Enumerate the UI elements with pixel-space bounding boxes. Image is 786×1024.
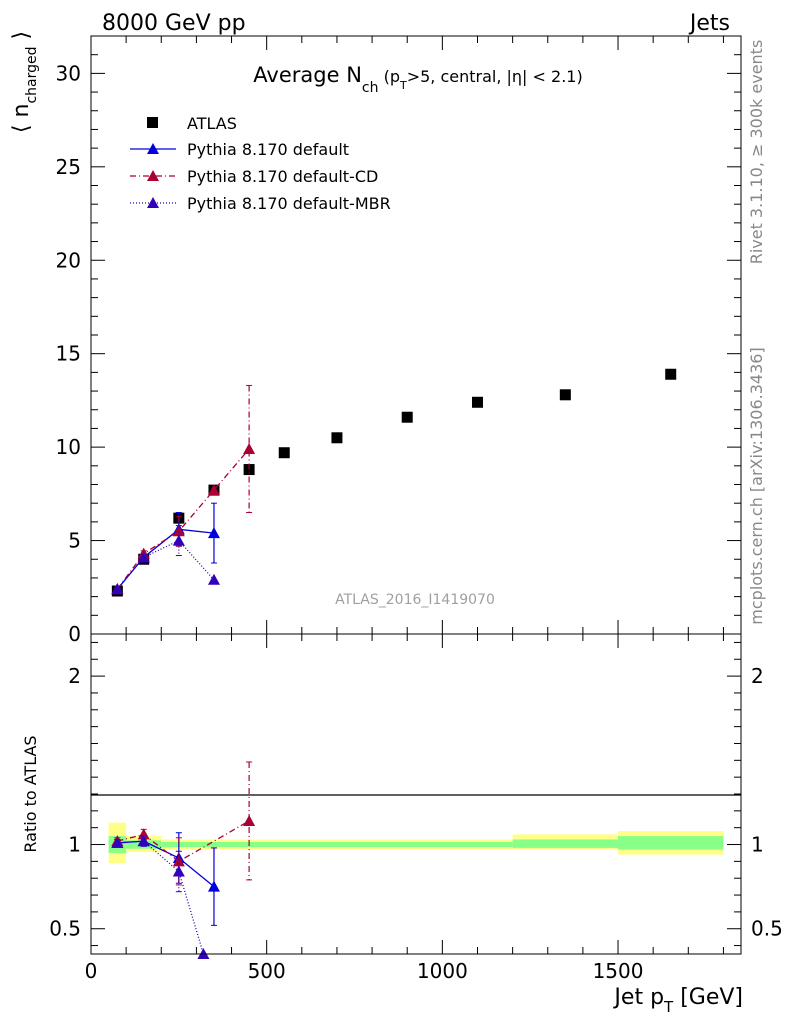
- data-point-default: [207, 527, 220, 539]
- ratio-xtick-label: 0: [85, 959, 98, 983]
- atlas-data-point: [243, 464, 255, 476]
- series-line-default: [116, 528, 215, 590]
- atlas-data-point: [331, 432, 343, 444]
- data-point-cd: [172, 525, 185, 537]
- atlas-data-point: [665, 368, 677, 380]
- main-ytick-label: 0: [68, 622, 81, 646]
- legend-label-cd: Pythia 8.170 default-CD: [187, 167, 378, 186]
- ratio-ytick-label: 1: [68, 833, 81, 857]
- header-right: Jets: [688, 11, 730, 36]
- legend: ATLAS Pythia 8.170 default Pythia 8.170 …: [130, 114, 391, 213]
- legend-label-mbr: Pythia 8.170 default-MBR: [187, 194, 391, 213]
- ratio-panel: 0.5 0.5 1 1 2 2 0 500 1000 1500 Ratio to ATLAS Je…: [21, 633, 783, 1016]
- mcplots-label: mcplots.cern.ch [arXiv:1306.3436]: [747, 347, 766, 624]
- main-ytick-label: 15: [56, 342, 81, 366]
- atlas-data-point: [559, 389, 571, 401]
- data-point-mbr: [137, 551, 150, 563]
- ratio-line-cd: [117, 820, 250, 863]
- legend-marker-mbr: [147, 197, 159, 208]
- atlas-data-point: [471, 396, 483, 408]
- main-ytick-label: 25: [56, 155, 81, 179]
- ratio-ytick-label: 2: [68, 664, 81, 688]
- main-ytick-label: 5: [68, 529, 81, 553]
- analysis-watermark: ATLAS_2016_I1419070: [335, 592, 495, 608]
- legend-label-atlas: ATLAS: [187, 114, 237, 133]
- data-point-mbr: [207, 573, 220, 585]
- legend-marker-cd: [147, 170, 159, 181]
- rivet-label: Rivet 3.1.10, ≥ 300k events: [747, 40, 766, 265]
- data-point-mbr: [111, 583, 124, 595]
- header-left: 8000 GeV pp: [102, 11, 246, 36]
- main-ylabel: ⟨ ncharged ⟩: [9, 31, 40, 133]
- series-line-cd: [116, 448, 250, 590]
- legend-label-default: Pythia 8.170 default: [187, 140, 349, 159]
- main-ytick-label: 20: [56, 248, 81, 272]
- data-point-mbr: [172, 534, 185, 546]
- legend-marker-default: [147, 143, 159, 154]
- ratio-point-mbr: [137, 835, 150, 847]
- main-ytick-label: 10: [56, 435, 81, 459]
- ratio-point-mbr: [111, 836, 124, 848]
- main-panel: 0 5 10 15 20 25 30 Average Nch (pT>5, central,…: [9, 31, 742, 646]
- ratio-point-cd: [137, 828, 150, 840]
- chart-title: Average Nch (pT>5, central, |η| < 2.1): [253, 63, 582, 96]
- ratio-point-default: [207, 880, 220, 892]
- ratio-ylabel: Ratio to ATLAS: [21, 735, 40, 852]
- ratio-xtick-label: 1500: [593, 959, 644, 983]
- ratio-point-cd: [243, 814, 256, 826]
- ratio-ytick-label: 0.5: [49, 917, 81, 941]
- data-point-cd: [207, 484, 220, 496]
- ratio-ytick-label-right: 0.5: [751, 917, 783, 941]
- ratio-ytick-label-right: 2: [751, 664, 764, 688]
- uncertainty-band-inner: [512, 839, 619, 848]
- data-point-cd: [243, 442, 256, 454]
- atlas-data-point: [401, 411, 413, 423]
- atlas-data-point: [278, 447, 290, 459]
- ratio-xlabel: Jet pT [GeV]: [612, 985, 743, 1016]
- uncertainty-band-inner: [161, 842, 513, 848]
- ratio-xtick-label: 500: [248, 959, 286, 983]
- ratio-line-mbr: [117, 840, 205, 955]
- ratio-ytick-label-right: 1: [751, 833, 764, 857]
- main-ytick-label: 30: [56, 61, 81, 85]
- ratio-line-default: [117, 840, 215, 888]
- uncertainty-band-inner: [618, 836, 724, 850]
- ratio-xtick-label: 1000: [417, 959, 468, 983]
- legend-marker-atlas: [147, 117, 158, 128]
- ratio-point-mbr: [172, 865, 185, 877]
- series-line-mbr: [116, 539, 215, 590]
